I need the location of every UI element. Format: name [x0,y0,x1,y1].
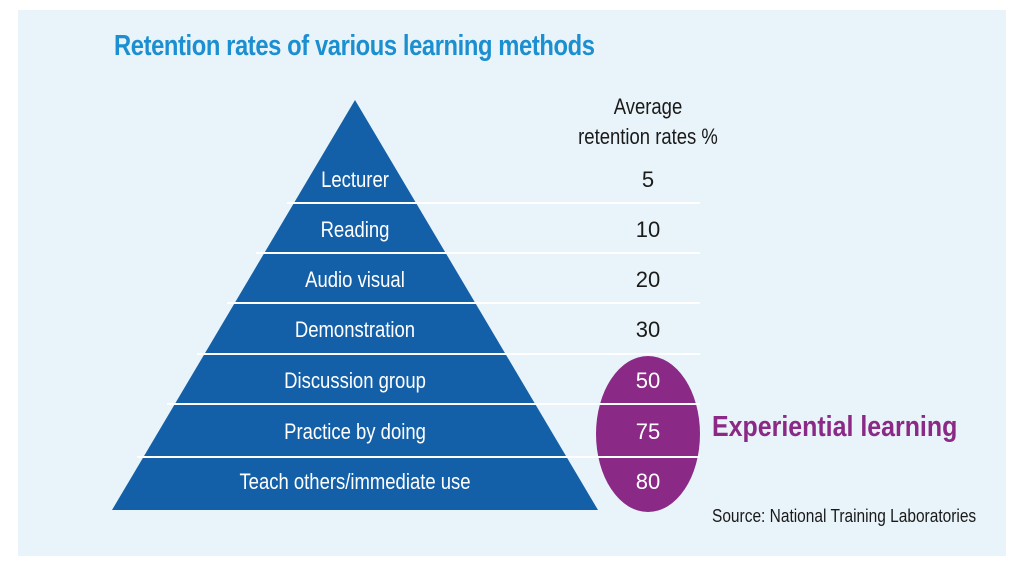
rates-header-line1: Average [613,94,683,119]
level-label-teach-others: Teach others/immediate use [239,469,471,494]
experiential-learning-label: Experiential learning [712,411,958,443]
rate-value-audio-visual: 20 [635,267,661,292]
experiential-learning-ellipse [596,356,700,512]
row-dividers [137,202,700,458]
level-label-audio-visual: Audio visual [305,267,405,292]
rate-value-demonstration: 30 [635,317,661,342]
pyramid-shape [112,100,598,510]
level-label-demonstration: Demonstration [294,317,416,342]
level-label-reading: Reading [320,217,390,242]
source-note: Source: National Training Laboratories [712,506,977,526]
level-label-practice-by-doing: Practice by doing [284,419,426,444]
level-label-lecturer: Lecturer [321,167,389,192]
level-label-discussion-group: Discussion group [284,368,426,393]
rate-value-teach-others: 80 [635,469,661,494]
diagram-title: Retention rates of various learning meth… [114,30,595,62]
rate-value-practice-by-doing: 75 [635,419,661,444]
rates-column-header: Average retention rates % [578,92,718,152]
rate-value-discussion-group: 50 [635,368,661,393]
rate-value-lecturer: 5 [641,167,655,192]
rate-value-reading: 10 [635,217,661,242]
rates-header-line2: retention rates % [578,124,718,149]
